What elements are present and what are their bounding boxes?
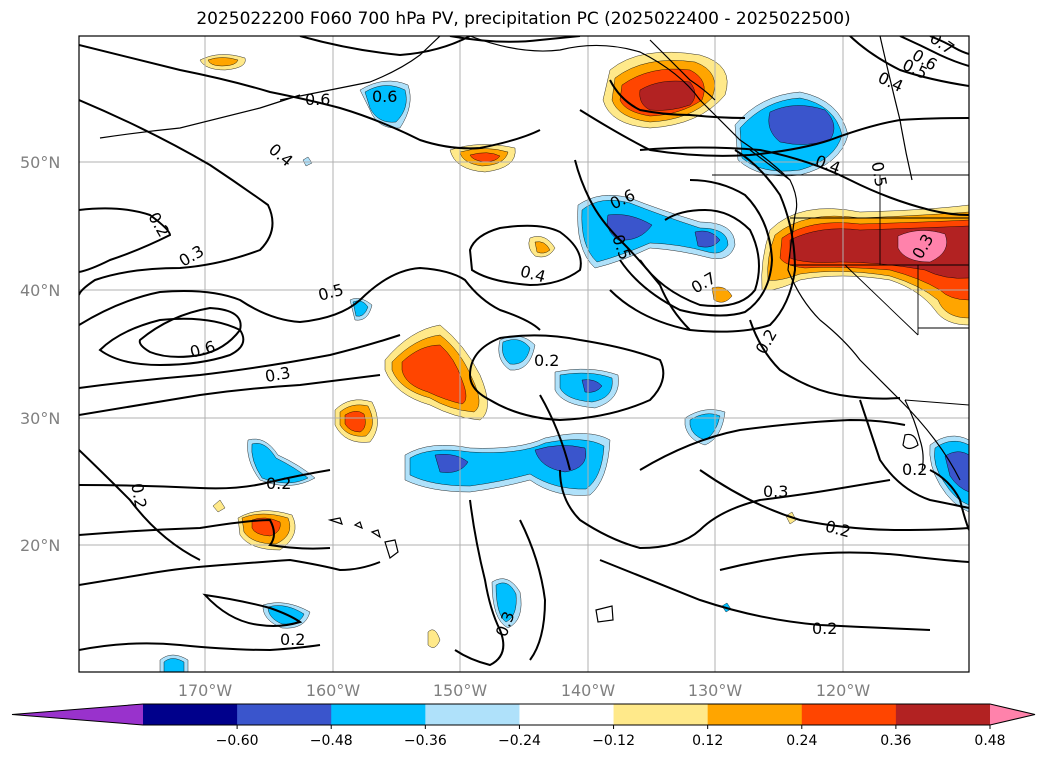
colorbar-tick-label: −0.48: [310, 733, 353, 749]
lon-label: 150°W: [433, 681, 488, 700]
contour-label: 0.2: [812, 619, 837, 638]
contour-label: 0.6: [305, 90, 330, 109]
precip-anomaly-negative: [534, 445, 586, 473]
contour-label: 0.2: [127, 482, 150, 510]
contour-label: 0.3: [263, 363, 291, 386]
colorbar-tick-label: −0.24: [498, 733, 541, 749]
lon-label: 120°W: [816, 681, 871, 700]
contour-label: 0.2: [902, 460, 927, 479]
lon-label: 170°W: [178, 681, 233, 700]
lon-axis-labels: 170°W 160°W 150°W 140°W 130°W 120°W: [178, 681, 871, 700]
precip-anomaly-negative: [502, 339, 531, 365]
colorbar-tick-label: 0.12: [692, 733, 723, 749]
colorbar-tick-label: −0.60: [216, 733, 259, 749]
colorbar-tick-label: 0.36: [880, 733, 911, 749]
colorbar-bin: [801, 704, 897, 725]
precip-anomaly-negative: [163, 658, 185, 672]
map-title: 2025022200 F060 700 hPa PV, precipitatio…: [196, 9, 851, 29]
colorbar-tick-label: −0.36: [404, 733, 447, 749]
lat-label: 50°N: [20, 153, 60, 172]
precip-anomaly-positive: [534, 241, 551, 254]
lon-label: 130°W: [688, 681, 743, 700]
precip-anomaly-positive: [639, 80, 696, 111]
colorbar-extend-max: [990, 704, 1035, 725]
colorbar-tick-label: 0.24: [786, 733, 817, 749]
precip-anomaly-negative: [495, 582, 517, 623]
precip-anomaly-positive: [212, 499, 226, 513]
gridlines: [79, 36, 969, 672]
precip-shading: [159, 51, 969, 672]
colorbar-tick-label: 0.48: [974, 733, 1005, 749]
colorbar-bin: [237, 704, 332, 725]
colorbar-bin: [331, 704, 426, 725]
lat-label: 40°N: [20, 281, 60, 300]
pv-contours: [79, 36, 969, 667]
map-frame: [78, 35, 970, 673]
precip-anomaly-positive: [427, 629, 441, 648]
precip-anomaly-positive: [469, 152, 501, 163]
contour-label: 0.6: [372, 87, 397, 106]
precip-anomaly-negative: [689, 413, 721, 441]
colorbar-extend-min: [12, 704, 143, 725]
contour-label: 0.5: [868, 160, 891, 188]
colorbar-tick-label: −0.12: [592, 733, 635, 749]
contour-label: 0.2: [266, 474, 291, 493]
precip-anomaly-negative: [768, 105, 835, 145]
precip-anomaly-positive: [344, 411, 366, 433]
lat-label: 30°N: [20, 409, 60, 428]
colorbar-bin: [613, 704, 709, 725]
contour-label: 0.3: [763, 482, 788, 501]
colorbar-bin: [895, 704, 991, 725]
precip-anomaly-positive: [207, 57, 239, 67]
colorbar-bin: [519, 704, 615, 725]
colorbar-bin: [707, 704, 803, 725]
precip-anomaly-positive: [401, 344, 467, 405]
colorbar-bin: [425, 704, 520, 725]
colorbar-outline: [11, 703, 1036, 726]
precip-anomaly-positive: [711, 286, 733, 303]
precip-anomaly-positive: [897, 230, 947, 263]
lon-label: 160°W: [306, 681, 361, 700]
contour-label: 0.2: [280, 630, 305, 649]
lon-label: 140°W: [561, 681, 616, 700]
precip-anomaly-negative: [364, 85, 407, 123]
colorbar: −0.60 −0.48 −0.36 −0.24 −0.12 0.12 0.24 0.36 0.4…: [11, 703, 1036, 749]
precip-anomaly-negative: [251, 443, 309, 484]
lat-axis-labels: 50°N 40°N 30°N 20°N: [20, 153, 60, 555]
lat-label: 20°N: [20, 536, 60, 555]
colorbar-bin: [143, 704, 238, 725]
precip-anomaly-negative: [694, 230, 721, 248]
precip-anomaly-negative: [944, 451, 969, 493]
admin-borders: [712, 174, 969, 406]
contour-label: 0.2: [534, 351, 559, 370]
precip-anomaly-negative: [581, 379, 603, 393]
